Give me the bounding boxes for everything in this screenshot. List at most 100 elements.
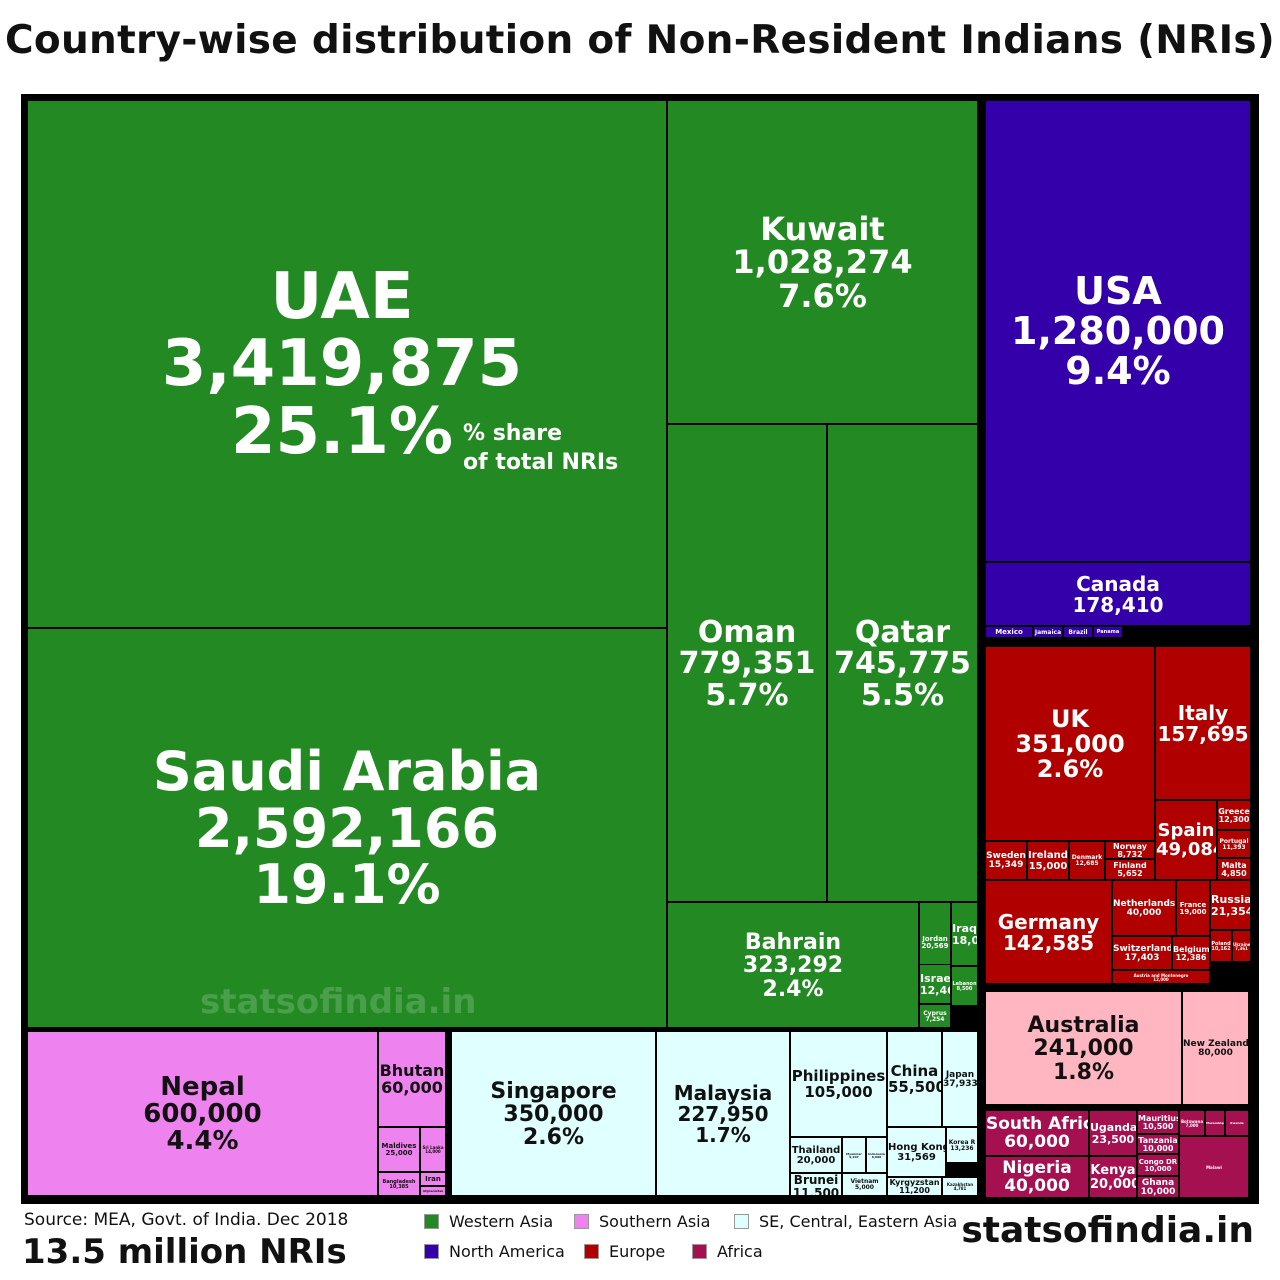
tile-nigeria: Nigeria 40,000 <box>985 1156 1089 1198</box>
tile-ghana: Ghana 10,000 <box>1137 1176 1179 1198</box>
tile-name: Bahrain <box>744 930 842 956</box>
tile-label: Malaysia 227,950 1.7% <box>657 1083 789 1146</box>
tile-value: 60,000 <box>1004 1131 1070 1152</box>
tile-label: Ghana 10,000 <box>1138 1177 1178 1197</box>
tile-value: 12,300 <box>1218 814 1250 824</box>
tile-value: 21,354 <box>1211 904 1251 918</box>
tile-china: China 55,500 <box>887 1031 942 1127</box>
tile-russia: Russia 21,354 <box>1210 880 1251 930</box>
tile-panama: Panama <box>1093 626 1123 638</box>
tile-name: Myanmar <box>846 1151 862 1156</box>
tile-name: Israel <box>920 972 951 986</box>
tile-value: 49,084 <box>1156 838 1216 860</box>
tile-label: Iran <box>421 1175 445 1183</box>
tile-share: 4.4% <box>166 1126 239 1157</box>
tile-label: Singapore 350,000 2.6% <box>452 1080 655 1149</box>
tile-lebanon: Lebanon 8,500 <box>951 966 978 1006</box>
tile-label: Brazil <box>1064 629 1092 636</box>
tile-korea-r: Korea R 13,236 <box>946 1127 978 1163</box>
tile-label: Italy 157,695 <box>1156 703 1250 745</box>
tile-value: 19,000 <box>1179 907 1207 916</box>
tile-value: 351,000 <box>1015 729 1125 758</box>
tile-name: Poland <box>1211 940 1231 947</box>
tile-label: Mexico <box>986 628 1032 637</box>
tile-label: USA 1,280,000 9.4% <box>986 269 1250 392</box>
tile-label: Malawi <box>1180 1164 1248 1170</box>
tile-value: 1,280,000 <box>1011 309 1225 354</box>
tile-brunei: Brunei 11,500 <box>790 1173 842 1196</box>
tile-value: 7,254 <box>925 1015 945 1023</box>
tile-name: Hong Kong <box>888 1141 946 1153</box>
tile-name: France <box>1179 900 1207 909</box>
tile-name: Rwanda <box>1230 1121 1244 1126</box>
tile-value: 3,419,875 <box>161 327 523 402</box>
tile-name: Ghana <box>1141 1177 1175 1188</box>
tile-label: Japan 37,933 <box>943 1070 977 1090</box>
tile-label: China 55,500 <box>888 1063 942 1096</box>
tile-name: Norway <box>1113 841 1147 851</box>
tile-uk: UK 351,000 2.6% <box>985 646 1155 841</box>
tile-value: 31,569 <box>897 1152 936 1163</box>
tile-name: Malawi <box>1206 1164 1222 1170</box>
tile-denmark: Denmark 12,685 <box>1069 841 1105 880</box>
tile-value: 18,000 <box>952 933 977 947</box>
legend-item-north-america: North America <box>424 1242 565 1261</box>
tile-new-zealand: New Zealand 80,000 <box>1182 991 1249 1105</box>
tile-brazil: Brazil <box>1063 626 1093 638</box>
legend-label: SE, Central, Eastern Asia <box>759 1212 958 1231</box>
tile-name: Greece <box>1218 806 1250 816</box>
tile-kazakhstan: Kazakhstan 4,781 <box>942 1177 978 1196</box>
tile-label: Portugal 11,393 <box>1218 838 1250 852</box>
tile-value: 10,000 <box>1140 1186 1176 1197</box>
tile-canada: Canada 178,410 <box>985 562 1251 626</box>
tile-name: Denmark <box>1071 854 1103 862</box>
tile-value: 40,000 <box>1126 907 1162 918</box>
tile-sweden: Sweden 15,349 <box>985 841 1027 880</box>
tile-belgium: Belgium 12,386 <box>1172 936 1210 970</box>
tile-value: 10,000 <box>1142 1143 1174 1153</box>
tile-value: 60,000 <box>381 1077 443 1097</box>
tile-value: 1,028,274 <box>732 243 913 282</box>
tile-name: Nepal <box>160 1071 245 1102</box>
tile-name: Mexico <box>995 628 1023 637</box>
tile-label: Switzerland 17,403 <box>1113 944 1171 964</box>
tile-south-africa: South Africa60,000 <box>985 1110 1089 1156</box>
tile-name: Iraq <box>952 922 977 936</box>
tile-share: 5.5% <box>860 677 945 713</box>
tile-oman: Oman 779,351 5.7% <box>667 424 827 902</box>
tile-name: USA <box>1074 269 1162 314</box>
tile-name: Lebanon <box>952 980 977 987</box>
tile-value: 157,695 <box>1157 722 1249 746</box>
tile-label: Jordan 20,569 <box>920 935 950 951</box>
tile-value: 14,000 <box>425 1149 441 1155</box>
tile-kyrgyzstan: Kyrgyzstan 11,200 <box>887 1177 942 1196</box>
tile-value: 12,467 <box>920 983 950 997</box>
tile-name: Qatar <box>854 614 951 650</box>
tile-label: Poland 10,162 <box>1211 940 1231 953</box>
tile-name: Malaysia <box>673 1081 773 1105</box>
tile-share: 25.1% <box>230 394 454 469</box>
tile-name: Vietnam <box>850 1178 879 1186</box>
tile-value: 15,349 <box>988 860 1024 871</box>
tile-finland: Finland 5,652 <box>1105 859 1155 880</box>
tile-value: 2,592,166 <box>194 796 500 860</box>
tile-label: Malta 4,850 <box>1218 861 1250 879</box>
tile-label: South Africa60,000 <box>986 1114 1088 1152</box>
legend-swatch <box>574 1214 589 1229</box>
tile-name: Australia <box>1027 1013 1140 1039</box>
tile-jamaica: Jamaica <box>1033 626 1063 638</box>
tile-value: 15,000 <box>1028 860 1068 872</box>
tile-label: UAE 3,419,875 25.1% <box>28 263 666 469</box>
tile-label: Australia 241,000 1.8% <box>986 1014 1181 1083</box>
tile-name: South Africa <box>986 1114 1088 1135</box>
tile-sri-lanka: Sri Lanka 14,000 <box>420 1127 446 1172</box>
tile-value: 4,850 <box>1221 868 1247 878</box>
tile-value: 55,500 <box>888 1078 942 1096</box>
tile-switzerland: Switzerland 17,403 <box>1112 936 1172 970</box>
tile-label: Congo DR 10,000 <box>1138 1158 1178 1174</box>
tile-share: 19.1% <box>253 853 441 917</box>
tile-label: France 19,000 <box>1177 900 1209 917</box>
tile-share: 2.6% <box>522 1125 584 1151</box>
tile-value: 8,500 <box>956 986 973 992</box>
